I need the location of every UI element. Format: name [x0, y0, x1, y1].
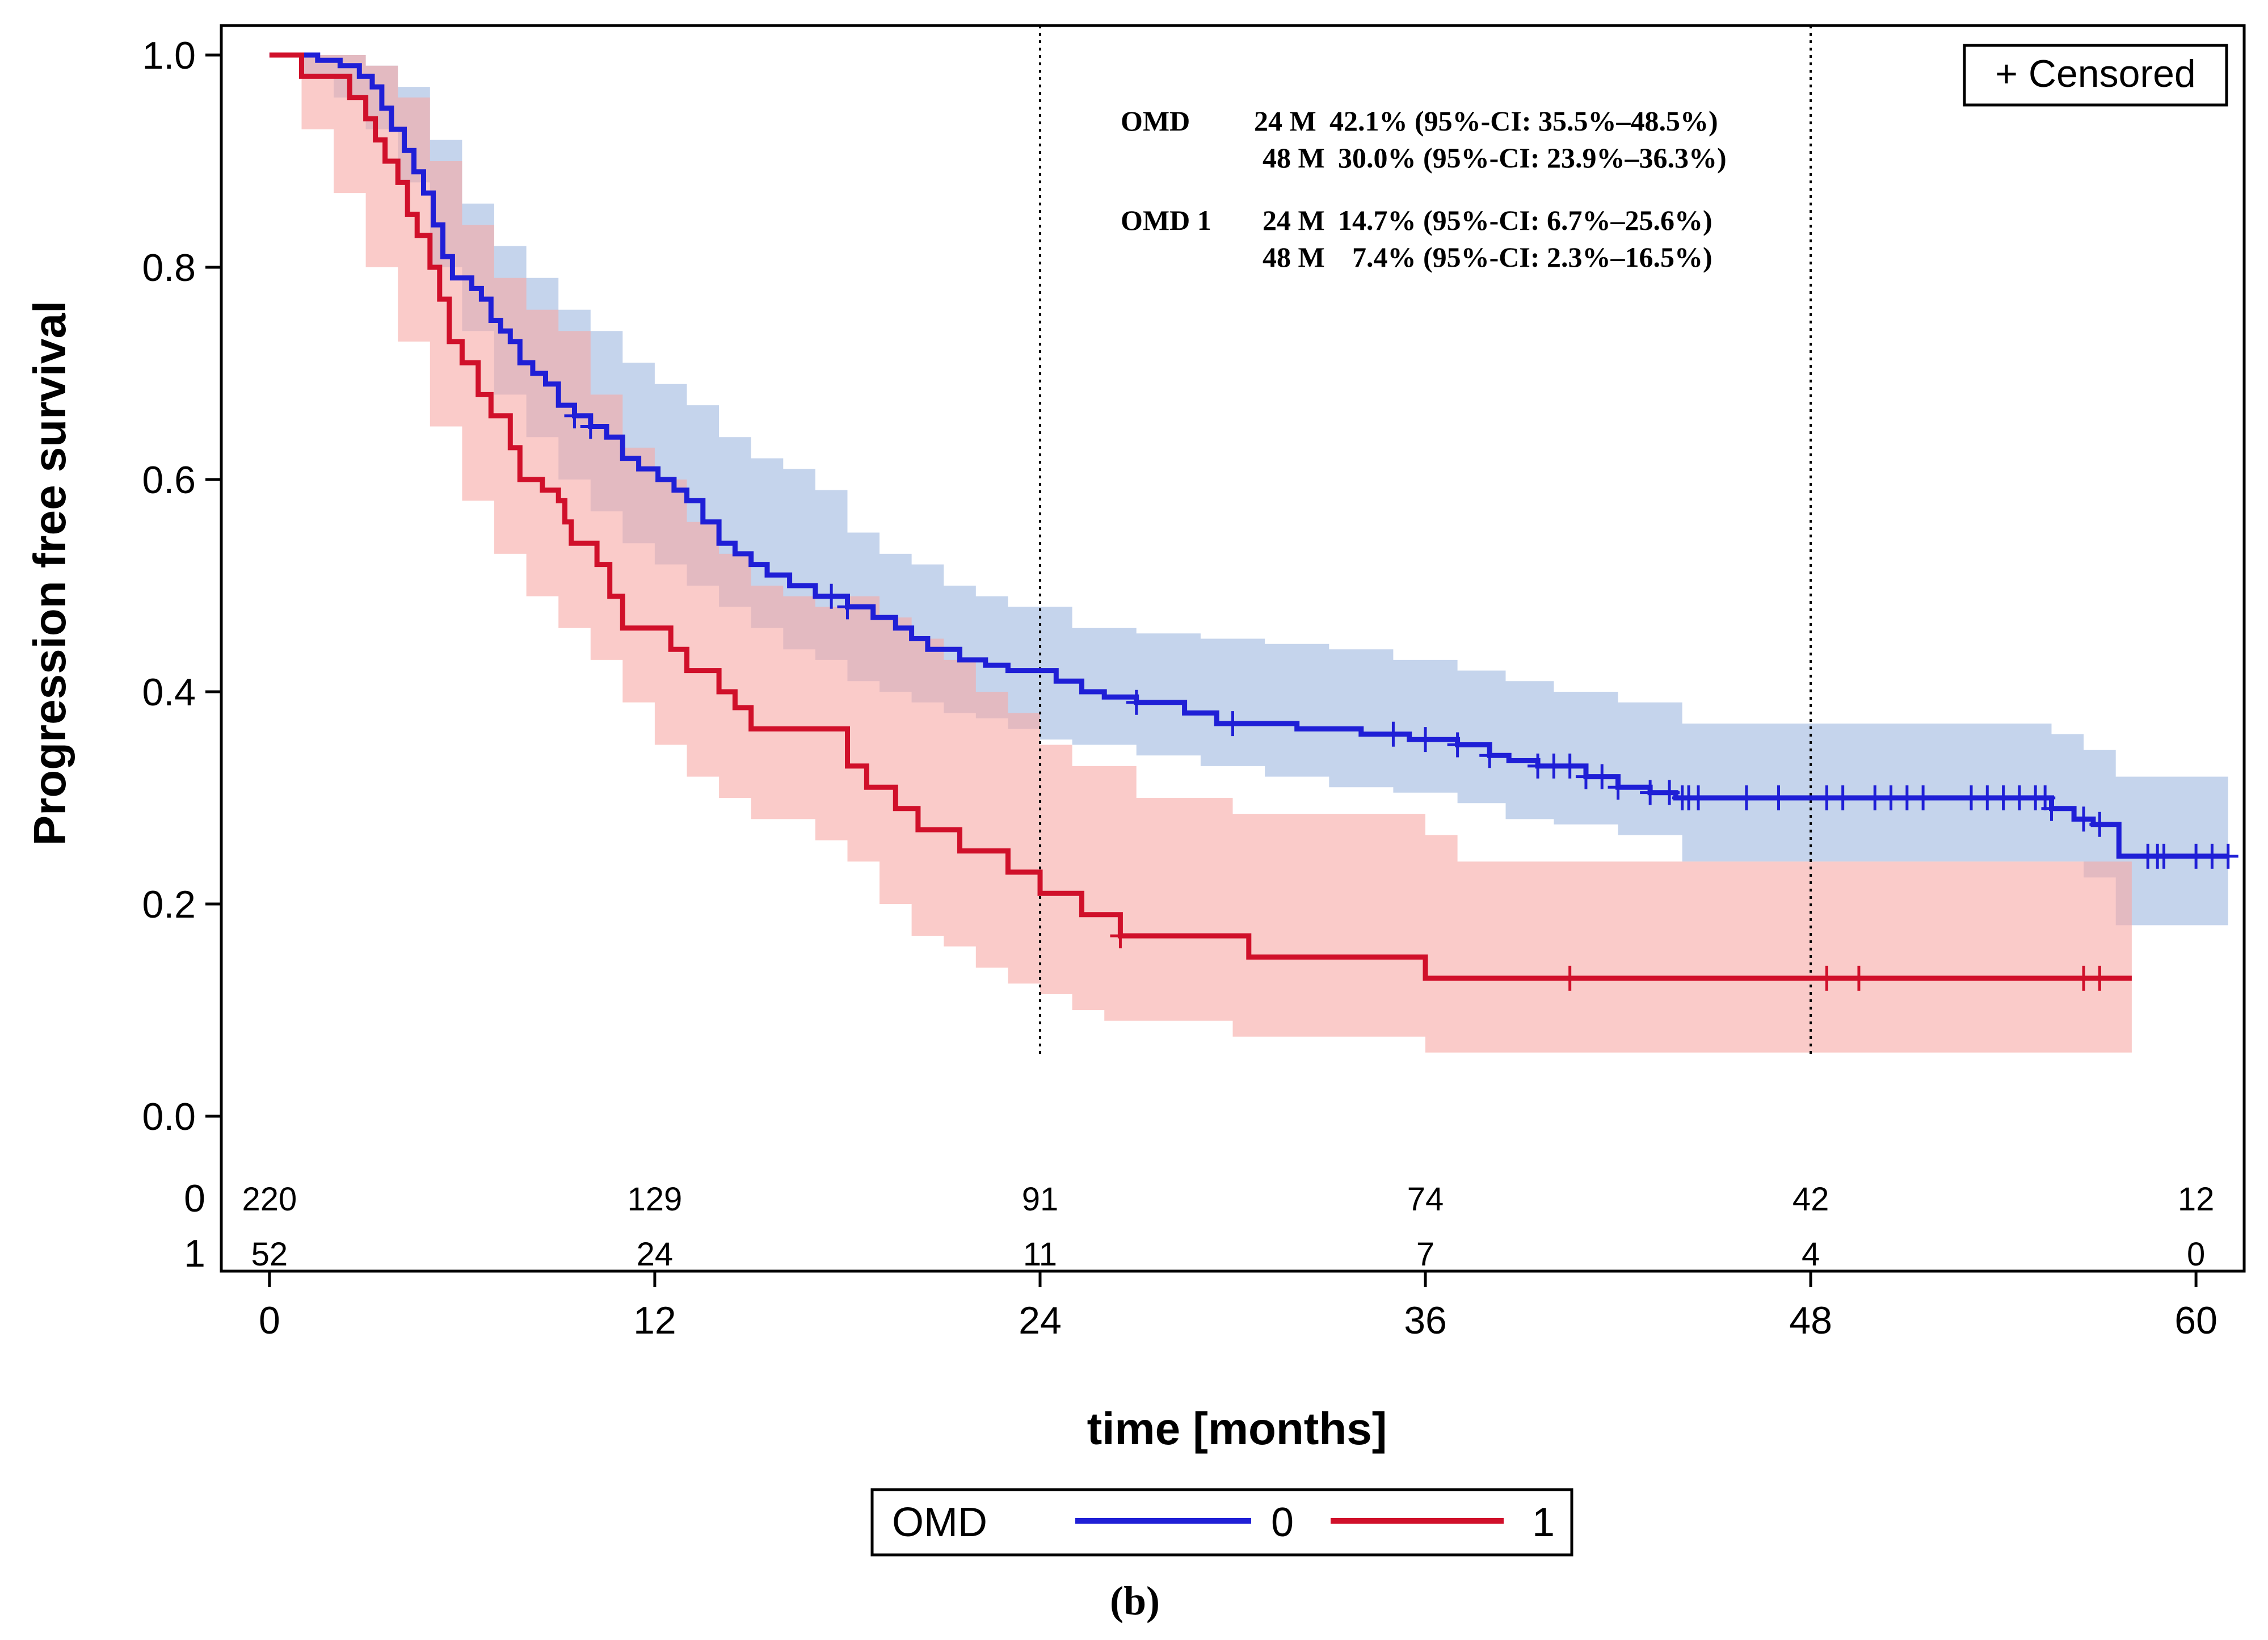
ci-band-1 — [269, 55, 2132, 1053]
censor-mark-1-1 — [1559, 965, 1580, 991]
legend-entry-0: 0 — [1271, 1500, 1294, 1545]
censor-mark-0-14 — [1592, 764, 1613, 789]
risk-value-1-48: 4 — [1802, 1236, 1820, 1273]
y-tick-label-1.0: 1.0 — [142, 34, 196, 77]
censor-mark-1-0 — [1110, 923, 1131, 949]
x-tick-label-48: 48 — [1789, 1299, 1832, 1342]
risk-value-1-12: 24 — [637, 1236, 674, 1273]
axes: 0.0 0.2 0.4 0.6 0.8 1.0 0 12 24 36 48 60 — [142, 34, 2217, 1342]
annotation-label-0: 24 M — [1254, 105, 1316, 137]
plot-frame — [220, 24, 2246, 1273]
censor-mark-0-21 — [1736, 785, 1757, 810]
panel-label: (b) — [1110, 1578, 1160, 1624]
series-legend: OMD 0 1 — [870, 1488, 1573, 1557]
y-tick-label-0.2: 0.2 — [142, 883, 196, 926]
x-tick-label-60: 60 — [2174, 1299, 2217, 1342]
annotation-group-omd1: OMD 1 — [1121, 204, 1211, 236]
risk-value-0-12: 129 — [628, 1181, 683, 1218]
annotation-label-1: 48 M — [1263, 142, 1325, 174]
censor-mark-0-1 — [580, 414, 601, 439]
censor-mark-0-15 — [1608, 775, 1629, 800]
censor-mark-0-8 — [1447, 732, 1468, 758]
censor-mark-0-28 — [1913, 785, 1934, 810]
risk-value-0-48: 42 — [1792, 1181, 1829, 1218]
censor-mark-0-20 — [1688, 785, 1709, 810]
censor-mark-0-40 — [2153, 843, 2174, 869]
legend-entry-1: 1 — [1532, 1500, 1555, 1545]
risk-value-0-36: 74 — [1407, 1181, 1444, 1218]
annotations: OMD 24 M 42.1% (95%-CI: 35.5%–48.5%) 48 … — [1121, 105, 1727, 273]
x-tick-label-36: 36 — [1404, 1299, 1447, 1342]
legend-title: OMD — [892, 1500, 987, 1545]
censor-mark-0-35 — [2041, 796, 2062, 821]
censored-legend-text: + Censored — [1995, 52, 2195, 95]
censor-mark-0-7 — [1415, 727, 1436, 752]
annotation-group-omd: OMD — [1121, 105, 1190, 137]
censor-mark-0-22 — [1768, 785, 1789, 810]
annotation-text-3: 7.4% (95%-CI: 2.3%–16.5%) — [1352, 241, 1712, 273]
risk-value-0-0: 220 — [242, 1181, 297, 1218]
censor-mark-0-9 — [1479, 743, 1500, 768]
censor-mark-0-3 — [837, 594, 858, 620]
ci-bands — [269, 55, 2228, 1053]
y-tick-label-0.4: 0.4 — [142, 671, 196, 714]
censor-mark-1-2 — [1816, 965, 1837, 991]
censor-mark-0-16 — [1640, 780, 1661, 805]
censor-mark-0-6 — [1383, 721, 1404, 747]
risk-value-1-0: 52 — [251, 1236, 288, 1273]
y-tick-label-0.6: 0.6 — [142, 459, 196, 502]
x-tick-label-24: 24 — [1019, 1299, 1062, 1342]
x-tick-label-0: 0 — [259, 1299, 280, 1342]
x-axis-title: time [months] — [1087, 1403, 1387, 1454]
risk-row-label-1: 1 — [184, 1232, 205, 1275]
y-tick-label-0.0: 0.0 — [142, 1095, 196, 1138]
x-tick-label-12: 12 — [633, 1299, 676, 1342]
censor-mark-0-2 — [821, 583, 842, 609]
censor-mark-0-37 — [2089, 811, 2110, 837]
censor-mark-0-12 — [1559, 753, 1580, 779]
censored-legend: + Censored — [1963, 44, 2228, 107]
risk-row-label-0: 0 — [184, 1177, 205, 1220]
y-axis-title: Progression free survival — [24, 301, 75, 846]
risk-value-1-24: 11 — [1023, 1236, 1057, 1273]
censor-mark-0-4 — [1126, 689, 1147, 715]
annotation-text-1: 30.0% (95%-CI: 23.9%–36.3%) — [1338, 142, 1727, 174]
censor-mark-1-3 — [1848, 965, 1869, 991]
survival-curve-1 — [269, 52, 2132, 981]
censor-mark-0-17 — [1659, 780, 1680, 805]
risk-value-0-60: 12 — [2178, 1181, 2215, 1218]
censor-marks — [564, 403, 2238, 991]
annotation-text-2: 14.7% (95%-CI: 6.7%–25.6%) — [1338, 204, 1712, 236]
risk-value-1-60: 0 — [2187, 1236, 2205, 1273]
censor-mark-0-43 — [2217, 843, 2238, 869]
annotation-label-3: 48 M — [1263, 241, 1325, 273]
risk-value-1-36: 7 — [1416, 1236, 1434, 1273]
y-tick-label-0.8: 0.8 — [142, 246, 196, 289]
censor-mark-1-5 — [2089, 965, 2110, 991]
risk-value-0-24: 91 — [1022, 1181, 1059, 1218]
censor-mark-0-36 — [2073, 806, 2094, 832]
censor-mark-0-5 — [1222, 711, 1243, 737]
risk-table: 0 220 129 91 74 42 121 52 24 11 7 4 0 — [184, 1177, 2214, 1275]
annotation-label-2: 24 M — [1263, 204, 1325, 236]
censor-mark-0-0 — [564, 403, 585, 428]
annotation-text-0: 42.1% (95%-CI: 35.5%–48.5%) — [1329, 105, 1718, 137]
censor-mark-0-24 — [1832, 785, 1853, 810]
